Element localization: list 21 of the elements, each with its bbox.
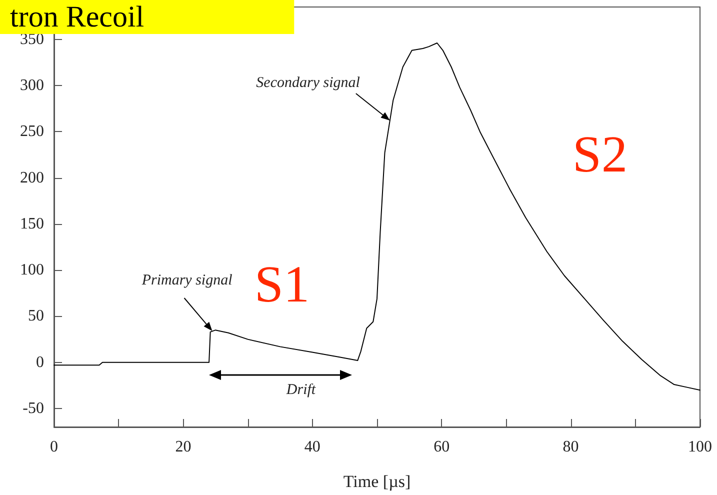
x-tick-label: 80 xyxy=(562,438,579,456)
y-tick-label: 100 xyxy=(20,262,44,279)
x-tick-label: 100 xyxy=(688,438,712,456)
annotation: Secondary signal xyxy=(256,75,360,92)
annotation: S2 xyxy=(572,126,628,184)
x-tick-label: 0 xyxy=(50,438,58,456)
annotation: Drift xyxy=(285,382,316,398)
chart-title: tron Recoil xyxy=(10,0,144,34)
annotation: S1 xyxy=(254,256,310,314)
x-tick-label: 60 xyxy=(434,438,450,456)
annotation: Primary signal xyxy=(140,272,232,288)
x-axis-title: Time [µs] xyxy=(343,472,411,491)
y-tick-label: 250 xyxy=(20,123,44,140)
y-tick-label: 0 xyxy=(36,354,44,371)
x-tick-label: 40 xyxy=(304,438,320,456)
y-tick-label: -50 xyxy=(22,400,44,418)
x-tick-label: 20 xyxy=(175,438,192,456)
y-tick-label: 50 xyxy=(28,308,44,325)
y-tick-label: 200 xyxy=(20,169,44,186)
y-tick-label: 300 xyxy=(20,76,44,94)
y-tick-label: 150 xyxy=(20,215,44,232)
